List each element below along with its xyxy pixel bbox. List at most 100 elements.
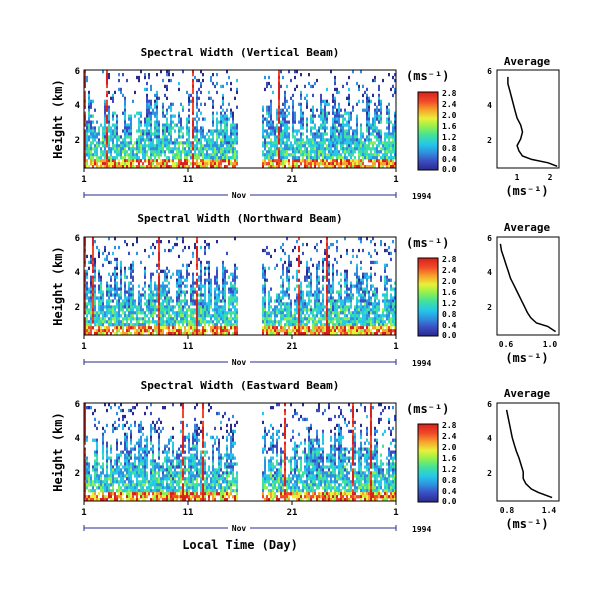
heatmap-cell	[322, 126, 324, 130]
heatmap-cell	[178, 159, 180, 163]
heatmap-cell	[112, 99, 114, 103]
heatmap-cell	[332, 272, 334, 276]
heatmap-cell	[232, 156, 234, 160]
heatmap-cell	[306, 129, 308, 133]
heatmap-cell	[188, 108, 190, 112]
heatmap-cell	[120, 90, 122, 95]
heatmap-cell	[356, 266, 358, 270]
heatmap-cell	[224, 281, 226, 285]
heatmap-cell	[232, 293, 234, 297]
heatmap-cell	[296, 147, 298, 151]
heatmap-cell	[114, 111, 116, 115]
heatmap-cell	[88, 308, 90, 312]
heatmap-cell	[168, 150, 170, 154]
heatmap-cell	[186, 165, 188, 169]
heatmap-cell	[208, 269, 210, 273]
heatmap-cell	[278, 93, 280, 98]
heatmap-cell	[162, 159, 164, 163]
heatmap-cell	[120, 144, 122, 148]
heatmap-cell	[226, 326, 228, 330]
heatmap-cell	[318, 165, 320, 169]
heatmap-cell	[292, 111, 294, 115]
heatmap-cell	[94, 302, 96, 306]
heatmap-cell	[164, 114, 166, 118]
heatmap-cell	[300, 287, 302, 291]
heatmap-cell	[332, 123, 334, 127]
heatmap-cell	[290, 165, 292, 169]
heatmap-cell	[84, 302, 86, 306]
heatmap-cell	[172, 311, 174, 315]
heatmap-cell	[198, 278, 200, 282]
heatmap-cell	[326, 290, 328, 294]
heatmap-cell	[268, 305, 270, 309]
heatmap-cell	[292, 156, 294, 160]
heatmap-cell	[332, 99, 334, 103]
heatmap-cell	[144, 320, 146, 324]
heatmap-cell	[164, 284, 166, 288]
heatmap-cell	[92, 165, 94, 169]
heatmap-cell	[376, 114, 378, 118]
heatmap-cell	[292, 317, 294, 321]
heatmap-cell	[346, 305, 348, 309]
heatmap-cell	[84, 432, 86, 436]
heatmap-cell	[266, 332, 268, 336]
heatmap-cell	[354, 329, 356, 333]
heatmap-cell	[152, 141, 154, 145]
heatmap-cell	[354, 165, 356, 169]
heatmap-cell	[132, 305, 134, 309]
heatmap-cell	[312, 311, 314, 315]
heatmap-cell	[236, 162, 238, 166]
heatmap-cell	[128, 293, 130, 297]
heatmap-cell	[302, 120, 304, 124]
heatmap-cell	[84, 111, 86, 115]
heatmap-cell	[334, 311, 336, 315]
heatmap-cell	[306, 275, 308, 279]
heatmap-cell	[128, 147, 130, 151]
heatmap-cell	[196, 329, 198, 333]
heatmap-cell	[272, 332, 274, 336]
heatmap-cell	[192, 153, 194, 157]
heatmap-cell	[268, 311, 270, 315]
heatmap-cell	[84, 260, 86, 265]
heatmap-cell	[116, 332, 118, 336]
heatmap-cell	[150, 156, 152, 160]
heatmap-cell	[194, 326, 196, 330]
heatmap-cell	[270, 156, 272, 160]
heatmap-cell	[166, 147, 168, 151]
heatmap-cell	[164, 290, 166, 294]
heatmap-cell	[236, 150, 238, 154]
heatmap-cell	[378, 150, 380, 154]
heatmap-cell	[360, 162, 362, 166]
heatmap-cell	[114, 284, 116, 288]
heatmap-cell	[354, 138, 356, 142]
heatmap-cell	[170, 275, 172, 279]
heatmap-cell	[374, 302, 376, 306]
heatmap-cell	[134, 156, 136, 160]
heatmap-cell	[230, 81, 232, 86]
heatmap-cell	[282, 75, 284, 80]
heatmap-cell	[374, 287, 376, 291]
heatmap-cell	[292, 99, 294, 103]
heatmap-cell	[90, 135, 92, 139]
heatmap-cell	[302, 293, 304, 297]
heatmap-cell	[386, 293, 388, 297]
heatmap-cell	[148, 293, 150, 297]
heatmap-cell	[354, 320, 356, 324]
heatmap-cell	[334, 162, 336, 166]
heatmap-cell	[152, 153, 154, 157]
heatmap-cell	[202, 135, 204, 139]
heatmap-cell	[322, 296, 324, 300]
heatmap-cell	[118, 162, 120, 166]
heatmap-cell	[384, 269, 386, 273]
heatmap-cell	[206, 162, 208, 166]
heatmap-cell	[304, 275, 306, 279]
heatmap-cell	[266, 326, 268, 330]
heatmap-cell	[90, 102, 92, 106]
heatmap-cell	[326, 317, 328, 321]
heatmap-cell	[230, 156, 232, 160]
heatmap-cell	[228, 138, 230, 142]
heatmap-cell	[192, 156, 194, 160]
heatmap-cell	[158, 296, 160, 300]
heatmap-cell	[282, 129, 284, 133]
heatmap-cell	[216, 320, 218, 324]
